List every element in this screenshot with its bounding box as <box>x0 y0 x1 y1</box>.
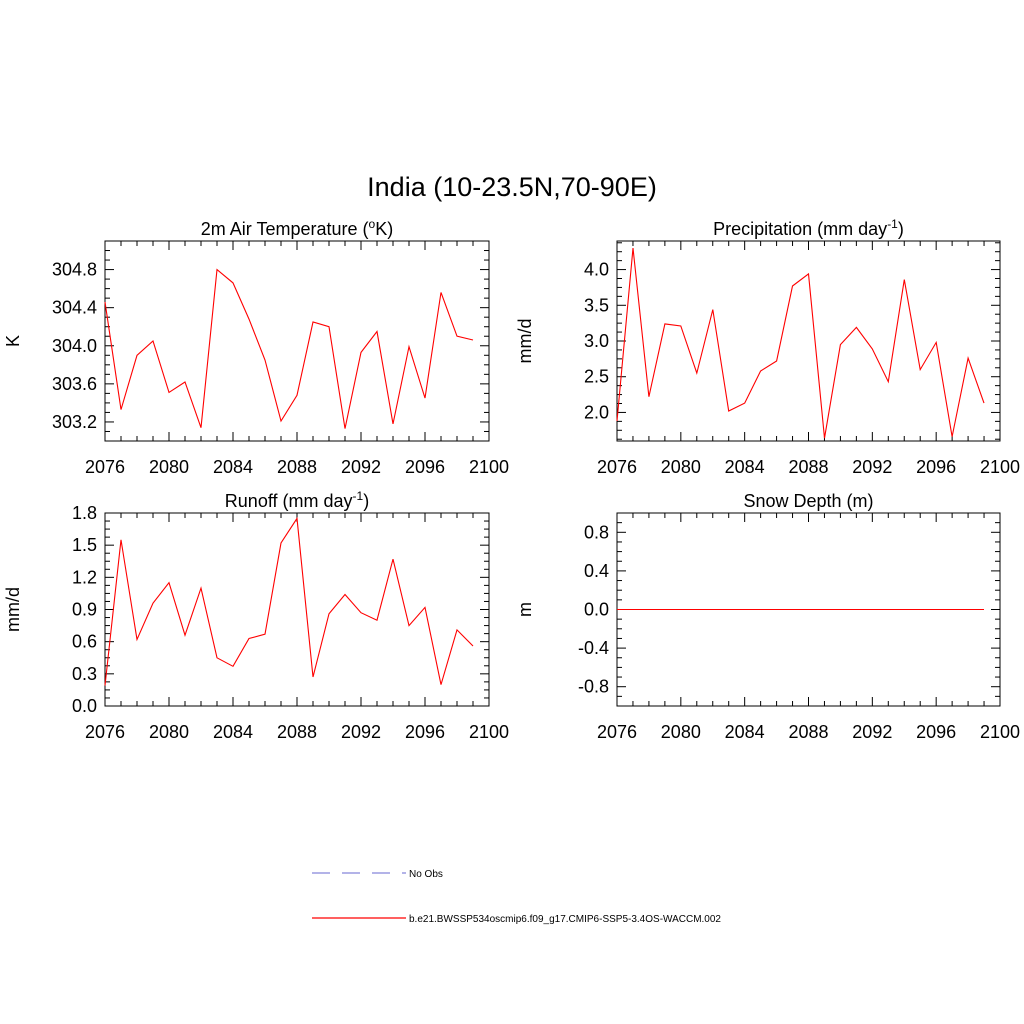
x-tick-label: 2080 <box>661 457 701 477</box>
panels: 2m Air Temperature (oK) K 2076 2080 2084 2088… <box>3 217 1020 742</box>
x-tick-label: 2100 <box>469 457 509 477</box>
x-tick-label: 2076 <box>597 722 637 742</box>
legend-obs-label: No Obs <box>409 869 443 880</box>
y-tick-label: 304.0 <box>52 336 97 356</box>
x-tick-label: 2088 <box>277 457 317 477</box>
y-tick-label: -0.8 <box>578 677 609 697</box>
y-tick-label: 1.5 <box>72 535 97 555</box>
x-tick-label: 2084 <box>213 457 253 477</box>
panel-title: 2m Air Temperature (oK) <box>201 217 393 239</box>
x-tick-label: 2088 <box>277 722 317 742</box>
y-tick-label: 0.3 <box>72 664 97 684</box>
y-tick-label: 0.0 <box>584 600 609 620</box>
panel-2: Precipitation (mm day-1) mm/d 2076 2080 2084… <box>515 217 1020 477</box>
x-tick-label: 2088 <box>788 722 828 742</box>
x-tick-label: 2080 <box>149 457 189 477</box>
y-tick-label: 0.9 <box>72 600 97 620</box>
x-tick-label: 2096 <box>916 722 956 742</box>
y-tick-label: 1.2 <box>72 567 97 587</box>
series-line <box>616 248 985 439</box>
y-tick-label: 0.0 <box>72 696 97 716</box>
x-tick-label: 2100 <box>980 457 1020 477</box>
y-tick-label: 4.0 <box>584 260 609 280</box>
y-tick-label: 0.4 <box>584 561 609 581</box>
y-tick-label: 2.5 <box>584 367 609 387</box>
panel-title: Snow Depth (m) <box>743 491 873 511</box>
panel-4: Snow Depth (m) m 2076 2080 2084 2088 2092 2096 2… <box>515 491 1020 742</box>
x-tick-label: 2076 <box>597 457 637 477</box>
x-tick-label: 2084 <box>725 722 765 742</box>
y-tick-label: 303.6 <box>52 374 97 394</box>
x-tick-label: 2092 <box>852 457 892 477</box>
y-axis-label: m <box>515 602 535 617</box>
y-tick-label: 3.0 <box>584 331 609 351</box>
x-tick-label: 2088 <box>788 457 828 477</box>
x-tick-label: 2100 <box>980 722 1020 742</box>
series-line <box>104 268 474 429</box>
panel-1: 2m Air Temperature (oK) K 2076 2080 2084 2088… <box>3 217 509 477</box>
x-tick-label: 2092 <box>341 457 381 477</box>
panel-3: Runoff (mm day-1) mm/d 2076 2080 2084 2088 209… <box>3 489 509 742</box>
series-line <box>104 516 474 686</box>
y-tick-label: 3.5 <box>584 295 609 315</box>
x-tick-label: 2096 <box>405 457 445 477</box>
y-tick-label: 2.0 <box>584 402 609 422</box>
y-axis-label: mm/d <box>3 587 23 632</box>
x-tick-label: 2076 <box>85 722 125 742</box>
x-tick-label: 2076 <box>85 457 125 477</box>
panel-title: Precipitation (mm day-1) <box>713 217 904 239</box>
x-tick-label: 2084 <box>725 457 765 477</box>
y-tick-label: 303.2 <box>52 412 97 432</box>
y-tick-label: 304.4 <box>52 298 97 318</box>
y-tick-label: 304.8 <box>52 260 97 280</box>
x-tick-label: 2096 <box>405 722 445 742</box>
x-tick-label: 2092 <box>852 722 892 742</box>
x-tick-label: 2084 <box>213 722 253 742</box>
y-tick-label: 0.6 <box>72 632 97 652</box>
x-tick-label: 2080 <box>661 722 701 742</box>
x-tick-label: 2096 <box>916 457 956 477</box>
y-axis-label: K <box>3 335 23 347</box>
legend-model-label: b.e21.BWSSP534oscmip6.f09_g17.CMIP6-SSP5… <box>409 914 721 925</box>
panel-title: Runoff (mm day-1) <box>225 489 369 511</box>
figure-title: India (10-23.5N,70-90E) <box>367 172 657 202</box>
x-tick-label: 2100 <box>469 722 509 742</box>
y-tick-label: -0.4 <box>578 638 609 658</box>
x-tick-label: 2080 <box>149 722 189 742</box>
y-tick-label: 1.8 <box>72 503 97 523</box>
y-axis-label: mm/d <box>515 319 535 364</box>
legend: No Obs b.e21.BWSSP534oscmip6.f09_g17.CMI… <box>312 869 721 925</box>
x-tick-label: 2092 <box>341 722 381 742</box>
y-tick-label: 0.8 <box>584 522 609 542</box>
